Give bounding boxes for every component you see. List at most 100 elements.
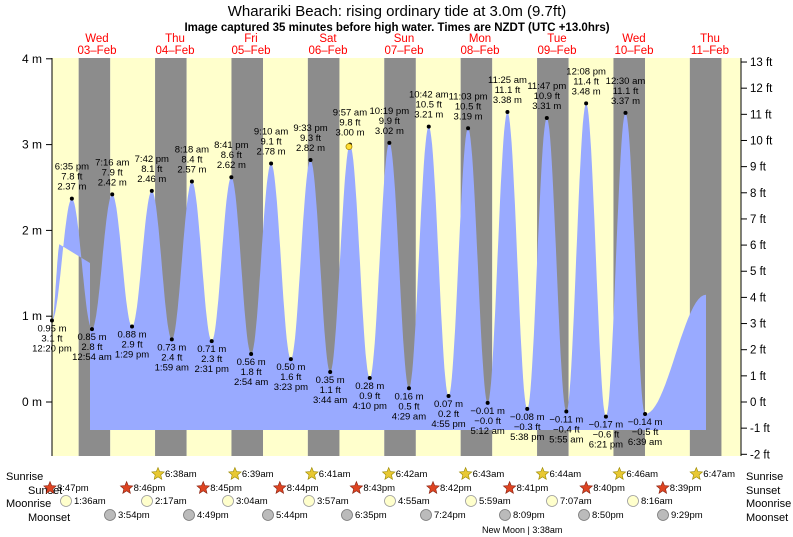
high-tide-label: 3.02 m <box>375 126 404 137</box>
right-tick-label: 8 ft <box>750 188 767 200</box>
low-tide-label: −0.3 ft <box>514 422 541 433</box>
tide-point <box>584 101 589 106</box>
tide-point <box>89 327 94 332</box>
tide-point <box>505 109 510 114</box>
astro-events: 6:38am 6:39am 6:41am 6:42am 6:43am 6:44am 6:46… <box>43 466 735 521</box>
high-tide-label: 2.62 m <box>217 160 246 171</box>
high-tide-label: 11:47 pm <box>527 81 566 92</box>
day-name-label: Sat <box>319 33 337 45</box>
tide-point <box>308 158 313 163</box>
sunrise-time: 6:43am <box>473 469 505 480</box>
moonset-time: 6:35pm <box>355 510 387 521</box>
low-tide-label: 6:39 am <box>628 437 662 448</box>
high-tide-label: 2.57 m <box>177 164 206 175</box>
low-tide-label: 3:44 am <box>313 395 347 406</box>
current-level-marker <box>345 143 353 151</box>
low-tide-label: 0.9 ft <box>359 391 380 402</box>
low-tide-label: 3.1 ft <box>41 333 62 344</box>
day-name-label: Wed <box>622 33 645 45</box>
legend-sunrise-right: Sunrise <box>746 471 783 483</box>
low-tide-label: 12:54 am <box>72 352 112 363</box>
moonrise-time: 2:17am <box>155 496 187 507</box>
tide-point <box>603 414 608 419</box>
high-tide-label: 10.5 ft <box>455 101 482 112</box>
sunrise-time: 6:38am <box>165 469 197 480</box>
legend-moonset-left: Moonset <box>28 512 70 524</box>
moonrise-icon <box>627 495 639 507</box>
sunrise-time: 6:47am <box>703 469 735 480</box>
tide-point <box>367 375 372 380</box>
day-band <box>52 58 79 456</box>
low-tide-label: 5:55 am <box>549 434 583 445</box>
low-tide-label: −0.17 m <box>589 420 624 431</box>
tide-point <box>623 110 628 115</box>
day-name-label: Fri <box>244 33 257 45</box>
sunrise-time: 6:46am <box>626 469 658 480</box>
moonset-icon <box>183 509 195 521</box>
high-tide-label: 8.6 ft <box>221 150 242 161</box>
left-tick-label: 3 m <box>22 138 42 152</box>
day-date-label: 11–Feb <box>691 45 729 57</box>
tide-point <box>446 393 451 398</box>
chart-subtitle: Image captured 35 minutes before high wa… <box>184 22 609 34</box>
sunrise-icon <box>612 466 627 480</box>
day-date-label: 05–Feb <box>231 45 270 57</box>
tide-point <box>466 126 471 131</box>
right-tick-label: 6 ft <box>750 240 767 252</box>
low-tide-label: 0.88 m <box>117 329 146 340</box>
low-tide-label: 1.8 ft <box>241 367 262 378</box>
low-tide-label: −0.01 m <box>470 406 505 417</box>
day-date-label: 09–Feb <box>537 45 576 57</box>
sunset-icon <box>502 480 517 494</box>
moonrise-icon <box>60 495 72 507</box>
low-tide-label: 4:29 am <box>392 411 426 422</box>
high-tide-label: 9:57 am <box>333 108 367 119</box>
right-tick-label: 13 ft <box>750 57 773 69</box>
right-tick-label: 4 ft <box>750 292 767 304</box>
high-tide-label: 3.21 m <box>414 110 443 121</box>
sunset-icon <box>655 480 670 494</box>
sunrise-icon <box>458 466 473 480</box>
tide-point <box>485 400 490 405</box>
moonset-time: 4:49pm <box>197 510 229 521</box>
low-tide-label: 1:29 pm <box>115 349 149 360</box>
day-band <box>721 58 741 456</box>
moonrise-icon <box>546 495 558 507</box>
moonrise-icon <box>222 495 234 507</box>
day-name-label: Thu <box>700 33 720 45</box>
moonset-icon <box>420 509 432 521</box>
right-tick-label: 0 ft <box>750 397 767 409</box>
tide-point <box>426 124 431 129</box>
right-axis-ticks: -2 ft -1 ft 0 ft 1 ft 2 ft 3 ft 4 ft 5 ft 6 ft 7 … <box>741 57 773 461</box>
legend-moonrise-left: Moonrise <box>6 498 51 510</box>
low-tide-label: 2.9 ft <box>121 339 142 350</box>
high-tide-label: 11:03 pm <box>449 91 488 102</box>
day-name-label: Tue <box>547 33 566 45</box>
moonrise-icon <box>384 495 396 507</box>
right-tick-label: 1 ft <box>750 371 767 383</box>
high-tide-label: 9.9 ft <box>379 116 400 127</box>
low-tide-label: 6:21 pm <box>589 440 623 451</box>
tide-water-area <box>52 103 706 431</box>
left-tick-label: 4 m <box>22 52 42 66</box>
left-axis-ticks: 0 m 1 m 2 m 3 m 4 m <box>22 52 52 409</box>
moonrise-icon <box>141 495 153 507</box>
sunset-time: 8:44pm <box>287 483 319 494</box>
day-date-label: 04–Feb <box>155 45 194 57</box>
tide-point <box>525 406 530 411</box>
moonrise-time: 4:55am <box>398 496 430 507</box>
tide-point <box>189 179 194 184</box>
sunrise-icon <box>381 466 396 480</box>
high-tide-label: 8.4 ft <box>181 154 202 165</box>
sunrise-icon <box>535 466 550 480</box>
moonrise-time: 3:57am <box>317 496 349 507</box>
high-tide-label: 10.5 ft <box>416 100 443 111</box>
sunset-icon <box>43 480 57 494</box>
sunset-icon <box>349 480 364 494</box>
right-tick-label: 12 ft <box>750 83 773 95</box>
low-tide-label: −0.08 m <box>510 412 545 423</box>
day-date-label: 07–Feb <box>384 45 423 57</box>
chart-title: Wharariki Beach: rising ordinary tide at… <box>228 3 566 20</box>
high-tide-label: 9.8 ft <box>339 118 360 129</box>
legend-moonrise-right: Moonrise <box>746 498 791 510</box>
